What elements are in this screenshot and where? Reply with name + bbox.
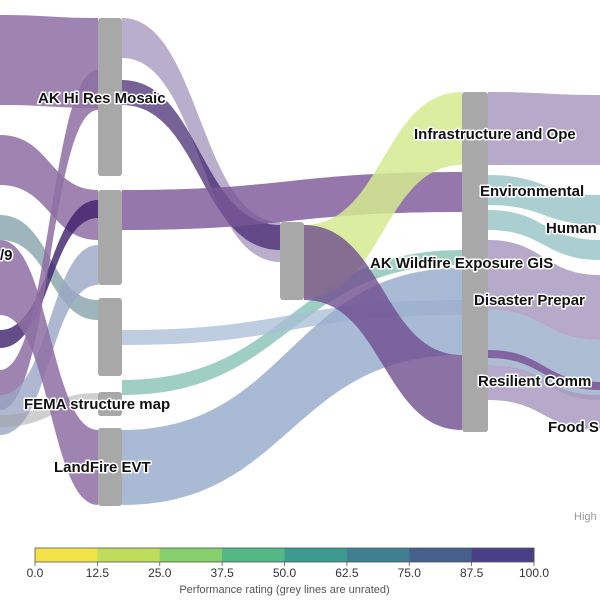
- node-label-disaster: Disaster Prepar: [474, 292, 585, 309]
- sankey-link[interactable]: [488, 92, 600, 165]
- sankey-nodes: [98, 18, 488, 506]
- sankey-node-middle[interactable]: [280, 222, 304, 300]
- sankey-link[interactable]: [0, 15, 98, 108]
- node-label-left-partial: /9: [0, 247, 13, 264]
- colorbar-segment: [159, 548, 223, 562]
- sankey-link[interactable]: [122, 80, 280, 250]
- sankey-labels: /9 AK Hi Res Mosaic FEMA structure map L…: [0, 89, 600, 524]
- colorbar-tick-label: 50.0: [273, 566, 297, 580]
- sankey-link[interactable]: [488, 210, 600, 260]
- colorbar-tick-label: 37.5: [210, 566, 234, 580]
- sankey-link[interactable]: [0, 70, 98, 410]
- sankey-link[interactable]: [488, 365, 600, 430]
- sankey-link[interactable]: [0, 393, 98, 427]
- sankey-link[interactable]: [488, 350, 600, 390]
- node-label-food: Food S: [548, 419, 599, 436]
- colorbar-tick-label: 12.5: [86, 566, 110, 580]
- sankey-node-col1-c[interactable]: [98, 298, 122, 376]
- node-label-env: Environmental: [480, 183, 584, 200]
- sankey-link[interactable]: [304, 225, 462, 430]
- node-label-ak-hi-res: AK Hi Res Mosaic: [38, 90, 166, 107]
- sankey-link[interactable]: [0, 200, 98, 348]
- sankey-link[interactable]: [488, 240, 600, 340]
- node-label-fema: FEMA structure map: [24, 396, 170, 413]
- sankey-node-fema[interactable]: [98, 392, 122, 416]
- colorbar-legend: 0.0 12.5 25.0 37.5 50.0 62.5 75.0 87.5 100.0 Perf…: [27, 547, 549, 596]
- sankey-node-col1-b[interactable]: [98, 190, 122, 285]
- colorbar-segment: [409, 548, 473, 562]
- colorbar-segment: [284, 548, 348, 562]
- sankey-node-landfire[interactable]: [98, 428, 122, 506]
- sankey-links: [0, 15, 600, 505]
- colorbar-tick-label: 87.5: [460, 566, 484, 580]
- colorbar-tick-label: 0.0: [27, 566, 44, 580]
- sankey-link[interactable]: [488, 175, 600, 225]
- node-label-human: Human: [546, 220, 597, 237]
- chart-credit: High: [574, 511, 597, 523]
- colorbar-segment: [35, 548, 98, 562]
- colorbar-segment: [222, 548, 285, 562]
- colorbar-title: Performance rating (grey lines are unrat…: [179, 584, 389, 596]
- sankey-link[interactable]: [0, 135, 98, 240]
- colorbar-tick-label: 62.5: [335, 566, 359, 580]
- colorbar-segment: [346, 548, 410, 562]
- node-label-ak-wildfire: AK Wildfire Exposure GIS: [370, 255, 553, 272]
- sankey-link[interactable]: [488, 310, 600, 400]
- node-label-resilient: Resilient Comm: [478, 373, 591, 390]
- colorbar-tick-label: 75.0: [398, 566, 422, 580]
- colorbar-segment: [97, 548, 161, 562]
- colorbar-tick-label: 100.0: [519, 566, 549, 580]
- sankey-link[interactable]: [0, 240, 98, 505]
- node-label-infra: Infrastructure and Ope: [414, 126, 576, 143]
- sankey-node-right-column[interactable]: [462, 92, 488, 432]
- colorbar-segment: [471, 548, 535, 562]
- colorbar-tick-label: 25.0: [148, 566, 172, 580]
- node-label-landfire: LandFire EVT: [54, 459, 151, 476]
- sankey-node-ak-hi-res[interactable]: [98, 18, 122, 176]
